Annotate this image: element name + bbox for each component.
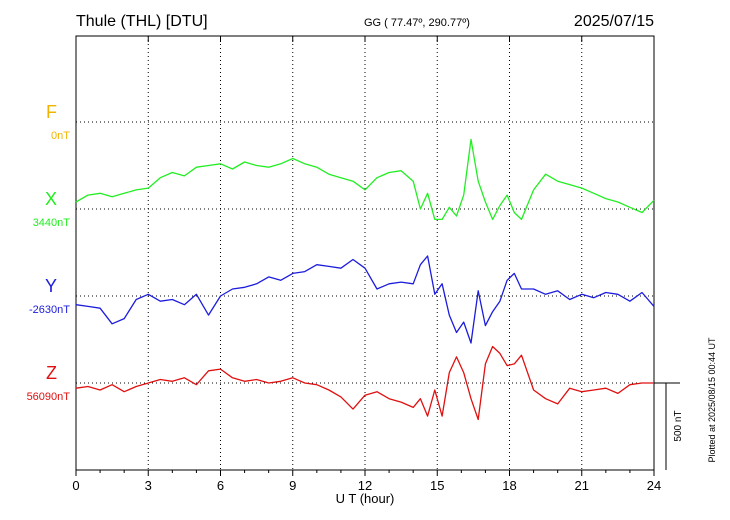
x-axis-ticks: 0 3 6 9 12 15 18 21 24 bbox=[72, 36, 661, 493]
plot-grid bbox=[76, 36, 654, 470]
station-title: Thule (THL) [DTU] bbox=[76, 13, 208, 30]
plotted-timestamp: Plotted at 2025/08/15 00:44 UT bbox=[707, 337, 717, 463]
scale-bar-label: 500 nT bbox=[673, 410, 684, 441]
series-baseline-z: 56090nT bbox=[27, 391, 71, 403]
date-label: 2025/07/15 bbox=[574, 13, 654, 30]
series-line-z bbox=[75, 345, 654, 421]
series-line-x bbox=[75, 138, 655, 221]
series-line-y bbox=[75, 255, 655, 344]
x-tick-label: 24 bbox=[647, 478, 661, 493]
x-tick-label: 9 bbox=[289, 478, 296, 493]
x-tick-label: 12 bbox=[358, 478, 372, 493]
x-tick-label: 0 bbox=[72, 478, 79, 493]
series-traces bbox=[75, 138, 655, 421]
x-tick-label: 15 bbox=[430, 478, 444, 493]
x-tick-label: 18 bbox=[502, 478, 516, 493]
x-tick-label: 6 bbox=[217, 478, 224, 493]
x-axis-label: U T (hour) bbox=[336, 491, 395, 506]
scale-bar: 500 nT bbox=[654, 382, 684, 470]
series-baseline-y: -2630nT bbox=[29, 304, 70, 316]
series-baseline-f: 0nT bbox=[51, 130, 70, 142]
series-baseline-x: 3440nT bbox=[33, 217, 71, 229]
series-name-x: X bbox=[45, 189, 57, 209]
series-name-z: Z bbox=[46, 363, 57, 383]
coords-subtitle: GG ( 77.47º, 290.77º) bbox=[364, 17, 470, 29]
series-labels: F 0nT X 3440nT Y -2630nT Z 56090nT bbox=[27, 102, 71, 403]
x-tick-label: 3 bbox=[145, 478, 152, 493]
series-name-f: F bbox=[46, 102, 57, 122]
series-name-y: Y bbox=[45, 276, 57, 296]
x-tick-label: 21 bbox=[575, 478, 589, 493]
